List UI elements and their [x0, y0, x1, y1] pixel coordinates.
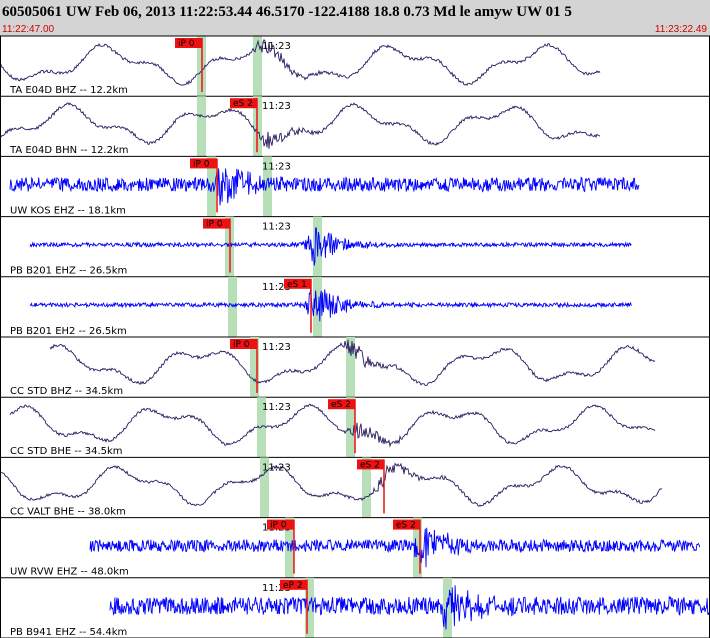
waveform [29, 288, 632, 322]
station-label: CC STD BHE -- 34.5km [10, 446, 123, 457]
waveform [29, 227, 632, 266]
trace-panel: 11:23 eS 2 CC VALT BHE -- 38.0km [0, 457, 710, 519]
pick-label: eS 2 [331, 400, 351, 410]
trace-panel: 11:23 eS 2 TA E04D BHN -- 12.2km [0, 96, 710, 157]
phase-window [443, 577, 452, 638]
station-label: PB B201 EH2 -- 26.5km [10, 326, 127, 337]
waveform [49, 339, 656, 386]
phase-window [346, 397, 355, 458]
pick-flag [267, 519, 294, 530]
pick-flag [284, 278, 311, 289]
time-mark: 11:23 [262, 222, 291, 233]
pick-flag [280, 579, 307, 590]
time-mark: 11:23 [262, 402, 291, 413]
station-label: CC VALT BHE -- 38.0km [10, 506, 126, 517]
pick-label: iP 0 [206, 220, 223, 230]
station-label: UW KOS EHZ -- 18.1km [10, 205, 126, 216]
phase-window [253, 36, 262, 97]
pick-flag [230, 339, 257, 349]
phase-window [260, 457, 269, 518]
waveform [0, 462, 663, 507]
phase-window [263, 156, 272, 217]
station-label: PB B941 EHZ -- 54.4km [10, 627, 127, 638]
trace-panel: 11:23 eS 2 CC STD BHE -- 34.5km [0, 397, 710, 458]
trace-panel: 11:23 iP 0 TA E04D BHZ -- 12.2km [0, 36, 710, 97]
phase-window [197, 96, 206, 157]
station-label: TA E04D BHN -- 12.2km [9, 145, 129, 156]
phase-window [313, 276, 322, 337]
station-label: PB B201 EHZ -- 26.5km [10, 266, 127, 277]
waveform [0, 38, 601, 86]
pick-label: eP 2 [283, 581, 303, 591]
station-label: TA E04D BHZ -- 12.2km [9, 85, 128, 96]
waveform [0, 102, 601, 149]
phase-window [346, 337, 355, 398]
pick-flag [393, 519, 420, 530]
end-time: 11:23:22.49 [655, 24, 708, 35]
header-bar [0, 0, 710, 36]
pick-label: iP 0 [193, 159, 210, 169]
pick-flag [203, 218, 230, 229]
pick-flag [230, 98, 257, 109]
pick-label: eS 1 [287, 280, 307, 290]
phase-window [250, 337, 259, 398]
pick-label: eS 2 [360, 460, 380, 470]
trace-panel: 11:23 iP 0 UW KOS EHZ -- 18.1km [0, 156, 710, 218]
waveform [89, 527, 701, 568]
trace-panel: 11:23 iP 0 PB B201 EHZ -- 26.5km [0, 216, 710, 278]
time-mark: 11:23 [262, 583, 291, 594]
pick-label: iP 0 [178, 39, 195, 49]
pick-flag [328, 399, 355, 410]
phase-window [305, 577, 314, 638]
trace-panel: 11:23 iP 0 CC STD BHZ -- 34.5km [0, 337, 710, 398]
waveform [9, 403, 656, 448]
phase-window [362, 457, 371, 518]
pick-label: eS 2 [396, 521, 416, 531]
time-mark: 11:23 [262, 282, 291, 293]
time-mark: 11:23 [262, 462, 291, 473]
time-mark: 11:23 [262, 342, 291, 353]
pick-flag [190, 158, 217, 169]
pick-flag [357, 459, 384, 470]
time-mark: 11:23 [262, 101, 291, 112]
time-mark: 11:23 [262, 161, 291, 172]
station-label: UW RVW EHZ -- 48.0km [10, 567, 129, 578]
station-label: CC STD BHZ -- 34.5km [10, 386, 123, 397]
waveform [9, 168, 640, 206]
pick-label: eS 2 [233, 99, 253, 109]
pick-label: iP 0 [270, 521, 287, 531]
time-mark: 11:23 [262, 41, 291, 52]
event-title: 60505061 UW Feb 06, 2013 11:22:53.44 46.… [2, 4, 572, 20]
pick-flag [175, 38, 202, 48]
pick-label: iP 0 [233, 340, 250, 350]
waveform [109, 585, 710, 630]
phase-window [285, 517, 294, 578]
start-time: 11:22:47.00 [2, 24, 55, 35]
